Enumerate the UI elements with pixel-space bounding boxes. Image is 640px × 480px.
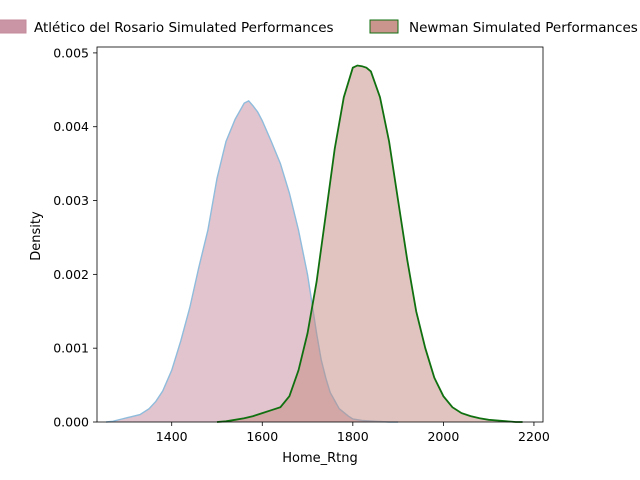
legend-label-1: Atlético del Rosario Simulated Performan… xyxy=(34,20,334,36)
y-axis-label: Density xyxy=(29,211,44,261)
legend-label-2: Newman Simulated Performances xyxy=(409,20,638,36)
series-2-line xyxy=(216,64,523,423)
x-axis-label: Home_Rtng xyxy=(282,451,358,466)
series-1-area xyxy=(106,100,399,423)
y-tick-label: 0.002 xyxy=(53,267,89,282)
x-tick-label: 1400 xyxy=(156,429,188,444)
x-tick-label: 2200 xyxy=(518,429,550,444)
legend-swatch-2 xyxy=(369,19,399,34)
plot-frame xyxy=(96,46,544,423)
y-tick-label: 0.005 xyxy=(53,45,89,60)
x-tick-label: 2000 xyxy=(427,429,459,444)
y-tick-label: 0.001 xyxy=(53,341,89,356)
y-tick-label: 0.003 xyxy=(53,193,89,208)
series-2-area xyxy=(217,65,523,422)
axes: Home_Rtng Density 1400 1600 1800 2000 2200 0.… xyxy=(29,45,550,466)
legend-swatch-1 xyxy=(0,19,27,34)
y-tick-label: 0.004 xyxy=(53,119,89,134)
legend: Atlético del Rosario Simulated Performan… xyxy=(0,19,638,36)
x-tick-label: 1800 xyxy=(337,429,369,444)
y-tick-label: 0.000 xyxy=(53,415,89,430)
x-tick-label: 1600 xyxy=(246,429,278,444)
plot-area xyxy=(106,64,523,423)
